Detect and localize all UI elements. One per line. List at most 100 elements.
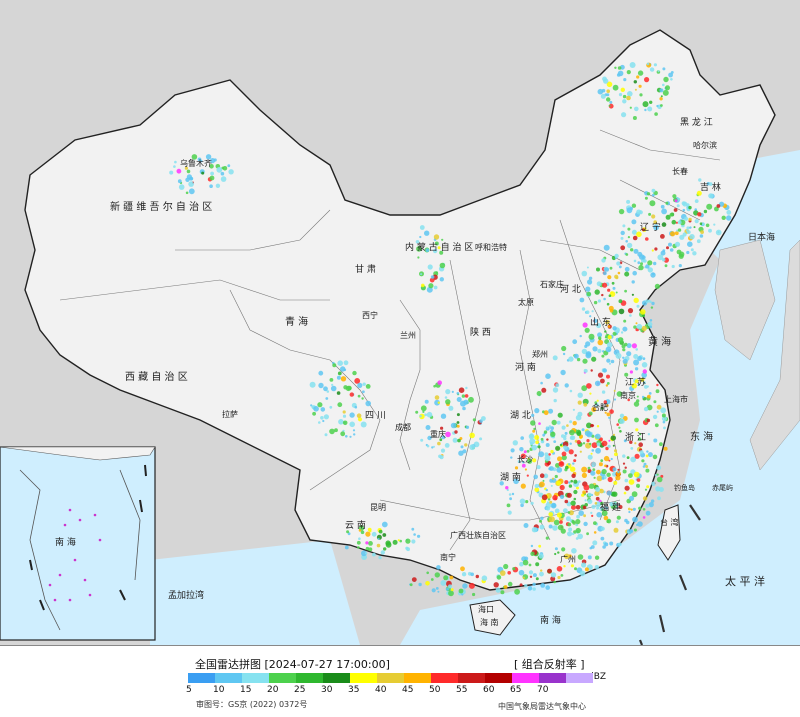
credit-text: 中国气象局雷达气象中心: [498, 702, 586, 711]
echo-pixel: [563, 436, 567, 441]
echo-pixel: [568, 484, 573, 488]
echo-pixel: [647, 260, 653, 266]
echo-pixel: [458, 588, 464, 594]
echo-pixel: [461, 593, 464, 596]
echo-pixel: [647, 433, 651, 436]
echo-pixel: [616, 73, 621, 77]
echo-pixel: [429, 277, 435, 283]
echo-pixel: [185, 191, 189, 195]
echo-pixel: [581, 466, 588, 473]
echo-pixel: [538, 553, 544, 559]
echo-pixel: [352, 370, 357, 376]
echo-pixel: [337, 360, 344, 367]
echo-pixel: [646, 192, 651, 196]
echo-pixel: [318, 382, 324, 389]
echo-pixel: [441, 435, 446, 440]
echo-pixel: [178, 184, 185, 190]
echo-pixel: [332, 363, 337, 368]
echo-pixel: [524, 584, 528, 588]
echo-pixel: [440, 580, 447, 586]
echo-pixel: [631, 203, 637, 208]
echo-pixel: [629, 440, 633, 444]
echo-pixel: [417, 534, 421, 538]
city-zhengzhou: 郑州: [532, 349, 548, 359]
echo-pixel: [637, 521, 643, 527]
echo-pixel: [450, 422, 457, 429]
echo-pixel: [634, 106, 639, 112]
echo-pixel: [654, 112, 658, 116]
echo-pixel: [360, 421, 367, 428]
echo-pixel: [540, 583, 546, 588]
echo-pixel: [481, 416, 486, 421]
echo-pixel: [596, 475, 603, 482]
echo-pixel: [598, 336, 602, 340]
echo-pixel: [578, 480, 581, 483]
echo-pixel: [617, 271, 621, 275]
echo-pixel: [559, 520, 563, 524]
echo-pixel: [552, 355, 558, 361]
echo-pixel: [607, 476, 613, 483]
echo-pixel: [665, 214, 671, 220]
echo-pixel: [658, 487, 664, 492]
echo-pixel: [596, 469, 601, 475]
echo-pixel: [452, 437, 458, 443]
echo-pixel: [608, 104, 611, 107]
echo-pixel: [609, 266, 613, 270]
echo-pixel: [554, 474, 558, 479]
echo-pixel: [540, 439, 545, 444]
echo-pixel: [679, 234, 685, 240]
echo-pixel: [188, 188, 195, 195]
echo-pixel: [405, 538, 411, 544]
echo-pixel: [456, 421, 460, 424]
echo-pixel: [661, 416, 668, 422]
echo-pixel: [420, 273, 423, 276]
echo-pixel: [505, 486, 509, 490]
echo-pixel: [596, 512, 602, 518]
echo-pixel: [612, 84, 619, 91]
echo-pixel: [610, 457, 613, 461]
echo-pixel: [604, 464, 607, 468]
echo-pixel: [176, 168, 182, 174]
echo-pixel: [690, 248, 694, 252]
echo-pixel: [448, 590, 454, 597]
echo-pixel: [556, 420, 561, 425]
echo-pixel: [514, 466, 519, 470]
echo-pixel: [596, 425, 600, 428]
echo-pixel: [600, 536, 605, 541]
echo-pixel: [317, 402, 323, 408]
echo-pixel: [506, 488, 509, 492]
echo-pixel: [582, 490, 586, 495]
echo-pixel: [602, 282, 608, 288]
echo-pixel: [325, 397, 329, 400]
echo-pixel: [601, 508, 604, 511]
echo-pixel: [626, 343, 632, 349]
echo-pixel: [609, 100, 613, 104]
echo-pixel: [572, 462, 575, 465]
echo-pixel: [641, 372, 647, 378]
echo-pixel: [539, 473, 545, 479]
echo-pixel: [586, 291, 592, 297]
echo-pixel: [362, 390, 365, 394]
echo-pixel: [469, 432, 475, 439]
echo-pixel: [548, 516, 555, 523]
echo-pixel: [575, 519, 581, 525]
echo-pixel: [663, 446, 668, 451]
echo-pixel: [665, 201, 669, 205]
echo-pixel: [607, 288, 611, 292]
echo-pixel: [406, 547, 410, 552]
echo-pixel: [627, 507, 631, 511]
echo-pixel: [461, 572, 467, 577]
echo-pixel: [624, 478, 629, 483]
echo-pixel: [672, 194, 677, 199]
echo-pixel: [310, 404, 313, 407]
echo-pixel: [602, 545, 606, 549]
echo-pixel: [629, 106, 632, 109]
maritime-boundary-dashes: [638, 504, 701, 645]
echo-pixel: [632, 270, 637, 276]
echo-pixel: [626, 242, 633, 249]
echo-pixel: [529, 433, 534, 438]
city-hohhot: 呼和浩特: [475, 242, 507, 252]
echo-pixel: [702, 222, 705, 226]
echo-pixel: [608, 439, 611, 442]
echo-pixel: [571, 532, 575, 536]
